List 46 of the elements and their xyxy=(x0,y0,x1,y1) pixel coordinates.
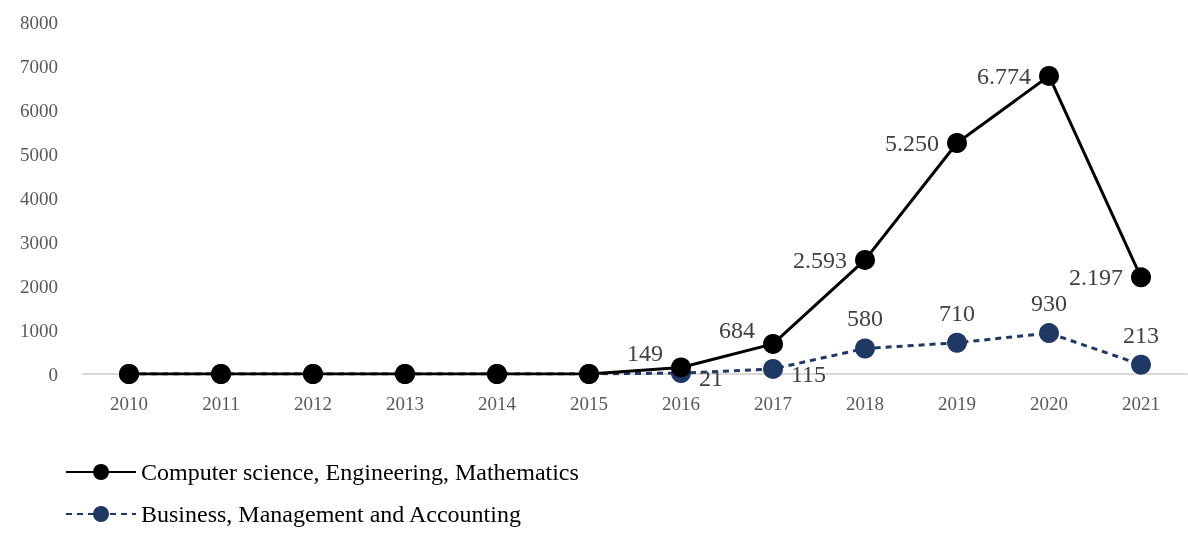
point xyxy=(1131,354,1151,375)
data-label: 710 xyxy=(939,299,975,326)
x-tick-label: 2014 xyxy=(478,393,517,414)
x-tick-label: 2012 xyxy=(294,393,332,414)
point xyxy=(763,358,783,379)
data-label: 115 xyxy=(791,360,827,387)
data-label: 6.774 xyxy=(977,62,1031,89)
data-label: 213 xyxy=(1123,321,1159,348)
data-label: 5.250 xyxy=(885,130,939,156)
point xyxy=(855,338,875,359)
point xyxy=(947,133,967,153)
y-tick-label: 2000 xyxy=(20,275,58,297)
y-tick-label: 5000 xyxy=(20,143,58,165)
y-tick-label: 3000 xyxy=(20,231,58,253)
point xyxy=(1039,65,1059,86)
point xyxy=(671,357,691,378)
x-tick-label: 2020 xyxy=(1030,393,1068,414)
x-tick-label: 2018 xyxy=(846,393,884,414)
point xyxy=(855,249,875,270)
data-label: 149 xyxy=(627,340,663,367)
point xyxy=(1131,267,1151,288)
legend-label: Business, Management and Accounting xyxy=(141,501,521,527)
point xyxy=(1039,323,1059,344)
point xyxy=(763,333,783,354)
x-tick-label: 2019 xyxy=(938,393,976,414)
legend-label: Computer science, Engineering, Mathematics xyxy=(141,459,579,485)
x-tick-label: 2021 xyxy=(1122,393,1160,414)
x-tick-label: 2013 xyxy=(386,393,424,414)
data-label: 580 xyxy=(847,305,883,332)
point xyxy=(947,332,967,353)
x-tick-label: 2011 xyxy=(202,393,240,414)
y-tick-label: 4000 xyxy=(20,187,58,209)
data-label: 21 xyxy=(699,365,723,392)
x-tick-label: 2017 xyxy=(754,393,792,414)
y-tick-label: 0 xyxy=(48,363,58,385)
data-label: 2.593 xyxy=(793,246,847,273)
data-label: 684 xyxy=(719,316,755,343)
data-label: 930 xyxy=(1031,290,1067,317)
x-tick-label: 2010 xyxy=(110,393,148,414)
x-tick-label: 2016 xyxy=(662,393,700,414)
x-tick-label: 2015 xyxy=(570,393,608,414)
y-tick-label: 8000 xyxy=(20,11,58,33)
data-label: 2.197 xyxy=(1069,264,1123,291)
y-tick-label: 7000 xyxy=(20,55,58,77)
y-tick-label: 6000 xyxy=(20,99,58,121)
y-tick-label: 1000 xyxy=(20,319,58,341)
